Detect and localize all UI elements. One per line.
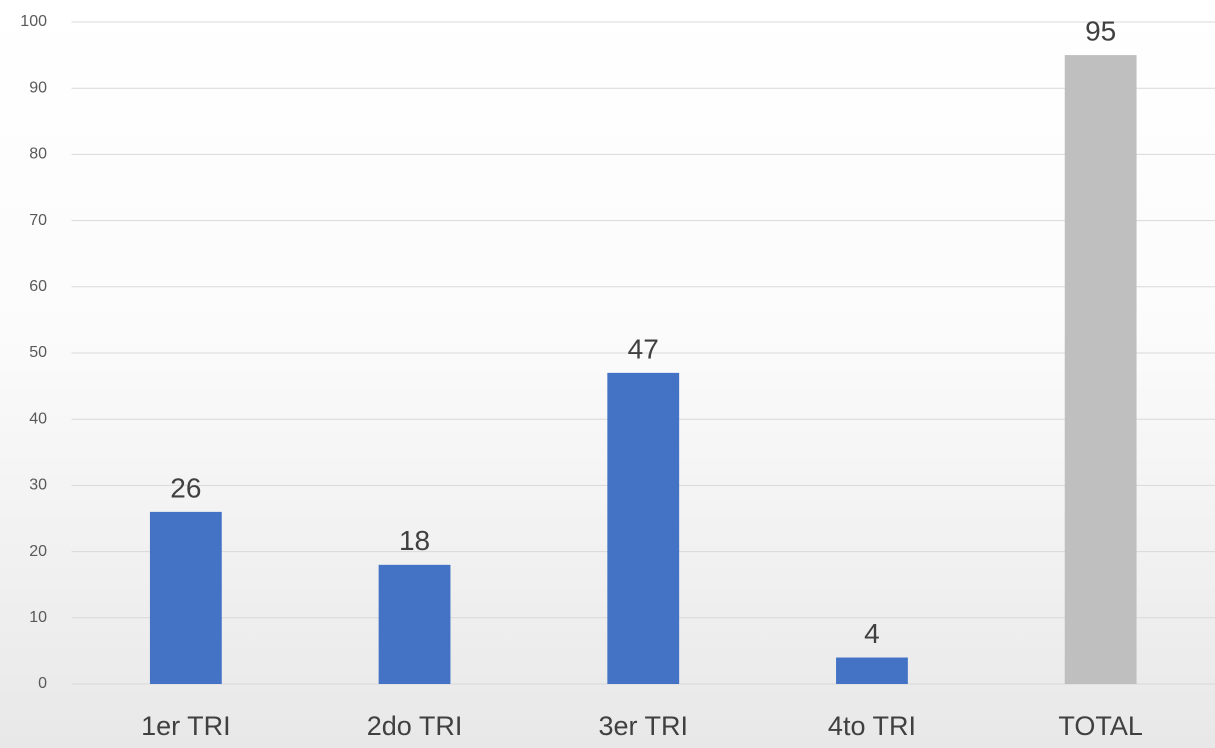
y-tick-label: 90 xyxy=(29,79,47,96)
y-tick-label: 10 xyxy=(29,609,47,626)
y-tick-label: 50 xyxy=(29,344,47,361)
data-label: 47 xyxy=(628,333,659,364)
data-label: 26 xyxy=(170,472,201,503)
bar xyxy=(150,512,222,684)
data-label: 18 xyxy=(399,525,430,556)
bar xyxy=(607,373,679,684)
y-tick-label: 100 xyxy=(20,13,47,30)
chart: 0 10 20 30 40 50 60 70 80 90 100 1er TRI 26 2do TRI 18… xyxy=(0,0,1215,748)
bar xyxy=(379,565,451,684)
y-tick-label: 20 xyxy=(29,543,47,560)
y-tick-label: 80 xyxy=(29,146,47,163)
x-tick-label: 2do TRI xyxy=(367,711,463,741)
data-label: 95 xyxy=(1085,15,1116,46)
y-tick-label: 40 xyxy=(29,410,47,427)
y-tick-label: 30 xyxy=(29,477,47,494)
bar xyxy=(1065,55,1137,684)
y-tick-label: 60 xyxy=(29,278,47,295)
x-tick-label: 4to TRI xyxy=(828,711,916,741)
page: 0 10 20 30 40 50 60 70 80 90 100 1er TRI 26 2do TRI 18… xyxy=(0,0,1215,748)
data-label: 4 xyxy=(864,618,880,649)
x-tick-label: TOTAL xyxy=(1058,711,1143,741)
x-tick-label: 1er TRI xyxy=(141,711,231,741)
y-tick-label: 70 xyxy=(29,212,47,229)
y-tick-label: 0 xyxy=(38,675,47,692)
x-tick-label: 3er TRI xyxy=(598,711,688,741)
bar xyxy=(836,658,908,684)
